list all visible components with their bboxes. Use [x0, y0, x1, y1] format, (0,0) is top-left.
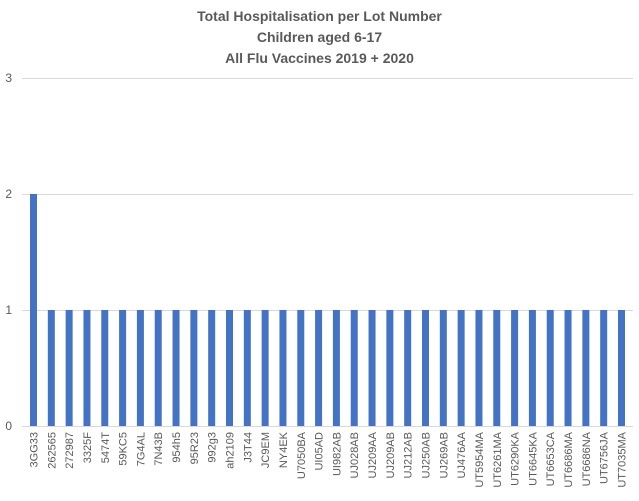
- x-tick-label-UT6653CA: UT6653CA: [545, 431, 557, 486]
- x-tick-label-JC9EM: JC9EM: [260, 432, 272, 468]
- x-tick-label-UT6686NA: UT6686NA: [581, 431, 593, 486]
- x-tick-label-UT6261MA: UT6261MA: [492, 431, 504, 487]
- bar-NY4EK: [279, 310, 287, 426]
- x-tick-label-7G4AL: 7G4AL: [135, 432, 147, 466]
- bar-3GG33: [30, 194, 37, 426]
- bar-U7050BA: [297, 310, 305, 426]
- x-tick-label-UT6756JA: UT6756JA: [599, 431, 611, 484]
- y-tick-label-0: 0: [5, 419, 12, 433]
- bar-UT6756JA: [600, 310, 608, 426]
- x-tick-label-UI05AD: UI05AD: [314, 432, 326, 471]
- x-tick-label-7N43B: 7N43B: [153, 432, 165, 466]
- y-tick-label-1: 1: [5, 303, 12, 317]
- bar-59KC5: [119, 310, 127, 426]
- bar-UT5954MA: [475, 310, 483, 426]
- chart-title-line-1: Total Hospitalisation per Lot Number: [197, 8, 442, 24]
- x-tick-label-UJ269AB: UJ269AB: [438, 432, 450, 478]
- bar-UI982AB: [332, 310, 340, 426]
- bar-UJ250AB: [422, 310, 429, 426]
- x-tick-label-UJ028AB: UJ028AB: [349, 432, 361, 478]
- x-tick-label-992g3: 992g3: [207, 432, 219, 463]
- x-tick-label-UJ209AA: UJ209AA: [367, 431, 379, 478]
- bar-J3T44: [243, 310, 251, 426]
- bar-UJ209AA: [368, 310, 376, 426]
- bar-UJ269AB: [439, 310, 447, 426]
- bar-UT6686NA: [582, 310, 590, 426]
- bars: [30, 194, 625, 426]
- x-tick-label-J3T44: J3T44: [242, 432, 254, 463]
- bar-UT6290KA: [511, 310, 519, 426]
- bar-UJ209AB: [386, 310, 394, 426]
- x-tick-label-UI982AB: UI982AB: [331, 432, 343, 476]
- y-axis-tick-labels: 0 1 2 3: [5, 71, 12, 433]
- x-tick-label-UJ250AB: UJ250AB: [421, 432, 433, 478]
- y-tick-label-3: 3: [5, 71, 12, 85]
- chart-title: Total Hospitalisation per Lot Number Chi…: [197, 8, 442, 66]
- bar-95R23: [190, 310, 198, 426]
- gridlines: [22, 78, 633, 427]
- chart-title-line-3: All Flu Vaccines 2019 + 2020: [225, 50, 414, 66]
- x-tick-label-3GG33: 3GG33: [29, 432, 41, 467]
- x-tick-label-3325F: 3325F: [82, 432, 94, 463]
- x-tick-label-UJ476AA: UJ476AA: [456, 431, 468, 478]
- x-tick-label-59KC5: 59KC5: [118, 432, 130, 466]
- bar-3325F: [83, 310, 91, 426]
- bar-992g3: [208, 310, 216, 426]
- bar-UI05AD: [315, 310, 323, 426]
- bar-JC9EM: [261, 310, 269, 426]
- x-tick-label-UT6290KA: UT6290KA: [510, 431, 522, 485]
- bar-UJ476AA: [457, 310, 465, 426]
- bar-UT7035MA: [618, 310, 625, 426]
- x-tick-label-U7050BA: U7050BA: [296, 431, 308, 479]
- bar-UT6653CA: [546, 310, 554, 426]
- x-tick-label-272987: 272987: [64, 432, 76, 469]
- x-axis-tick-labels: 3GG33 262565 272987 3325F 5474T 59KC5 7G4AL 7N4…: [29, 431, 629, 487]
- bar-ah2109: [226, 310, 233, 426]
- x-tick-label-95R23: 95R23: [189, 432, 201, 464]
- bar-UJ212AB: [404, 310, 412, 426]
- bar-7G4AL: [136, 310, 144, 426]
- x-tick-label-954h5: 954h5: [171, 432, 183, 463]
- x-tick-label-ah2109: ah2109: [225, 432, 237, 469]
- y-tick-label-2: 2: [5, 187, 12, 201]
- bar-272987: [65, 310, 73, 426]
- x-tick-label-UJ212AB: UJ212AB: [403, 432, 415, 478]
- x-tick-label-UT7035MA: UT7035MA: [617, 431, 629, 487]
- x-tick-label-UT6645KA: UT6645KA: [527, 431, 539, 485]
- x-tick-label-UT5954MA: UT5954MA: [474, 431, 486, 487]
- x-tick-label-262565: 262565: [46, 432, 58, 469]
- bar-UJ028AB: [350, 310, 358, 426]
- bar-262565: [47, 310, 55, 426]
- x-tick-label-5474T: 5474T: [100, 432, 112, 463]
- x-tick-label-UT6686MA: UT6686MA: [563, 431, 575, 487]
- bar-7N43B: [154, 310, 162, 426]
- bar-UT6686MA: [564, 310, 572, 426]
- bar-954h5: [172, 310, 180, 426]
- x-tick-label-UJ209AB: UJ209AB: [385, 432, 397, 478]
- bar-5474T: [101, 310, 109, 426]
- x-tick-label-NY4EK: NY4EK: [278, 431, 290, 468]
- bar-UT6261MA: [493, 310, 501, 426]
- chart-title-line-2: Children aged 6-17: [257, 29, 382, 45]
- bar-UT6645KA: [528, 310, 536, 426]
